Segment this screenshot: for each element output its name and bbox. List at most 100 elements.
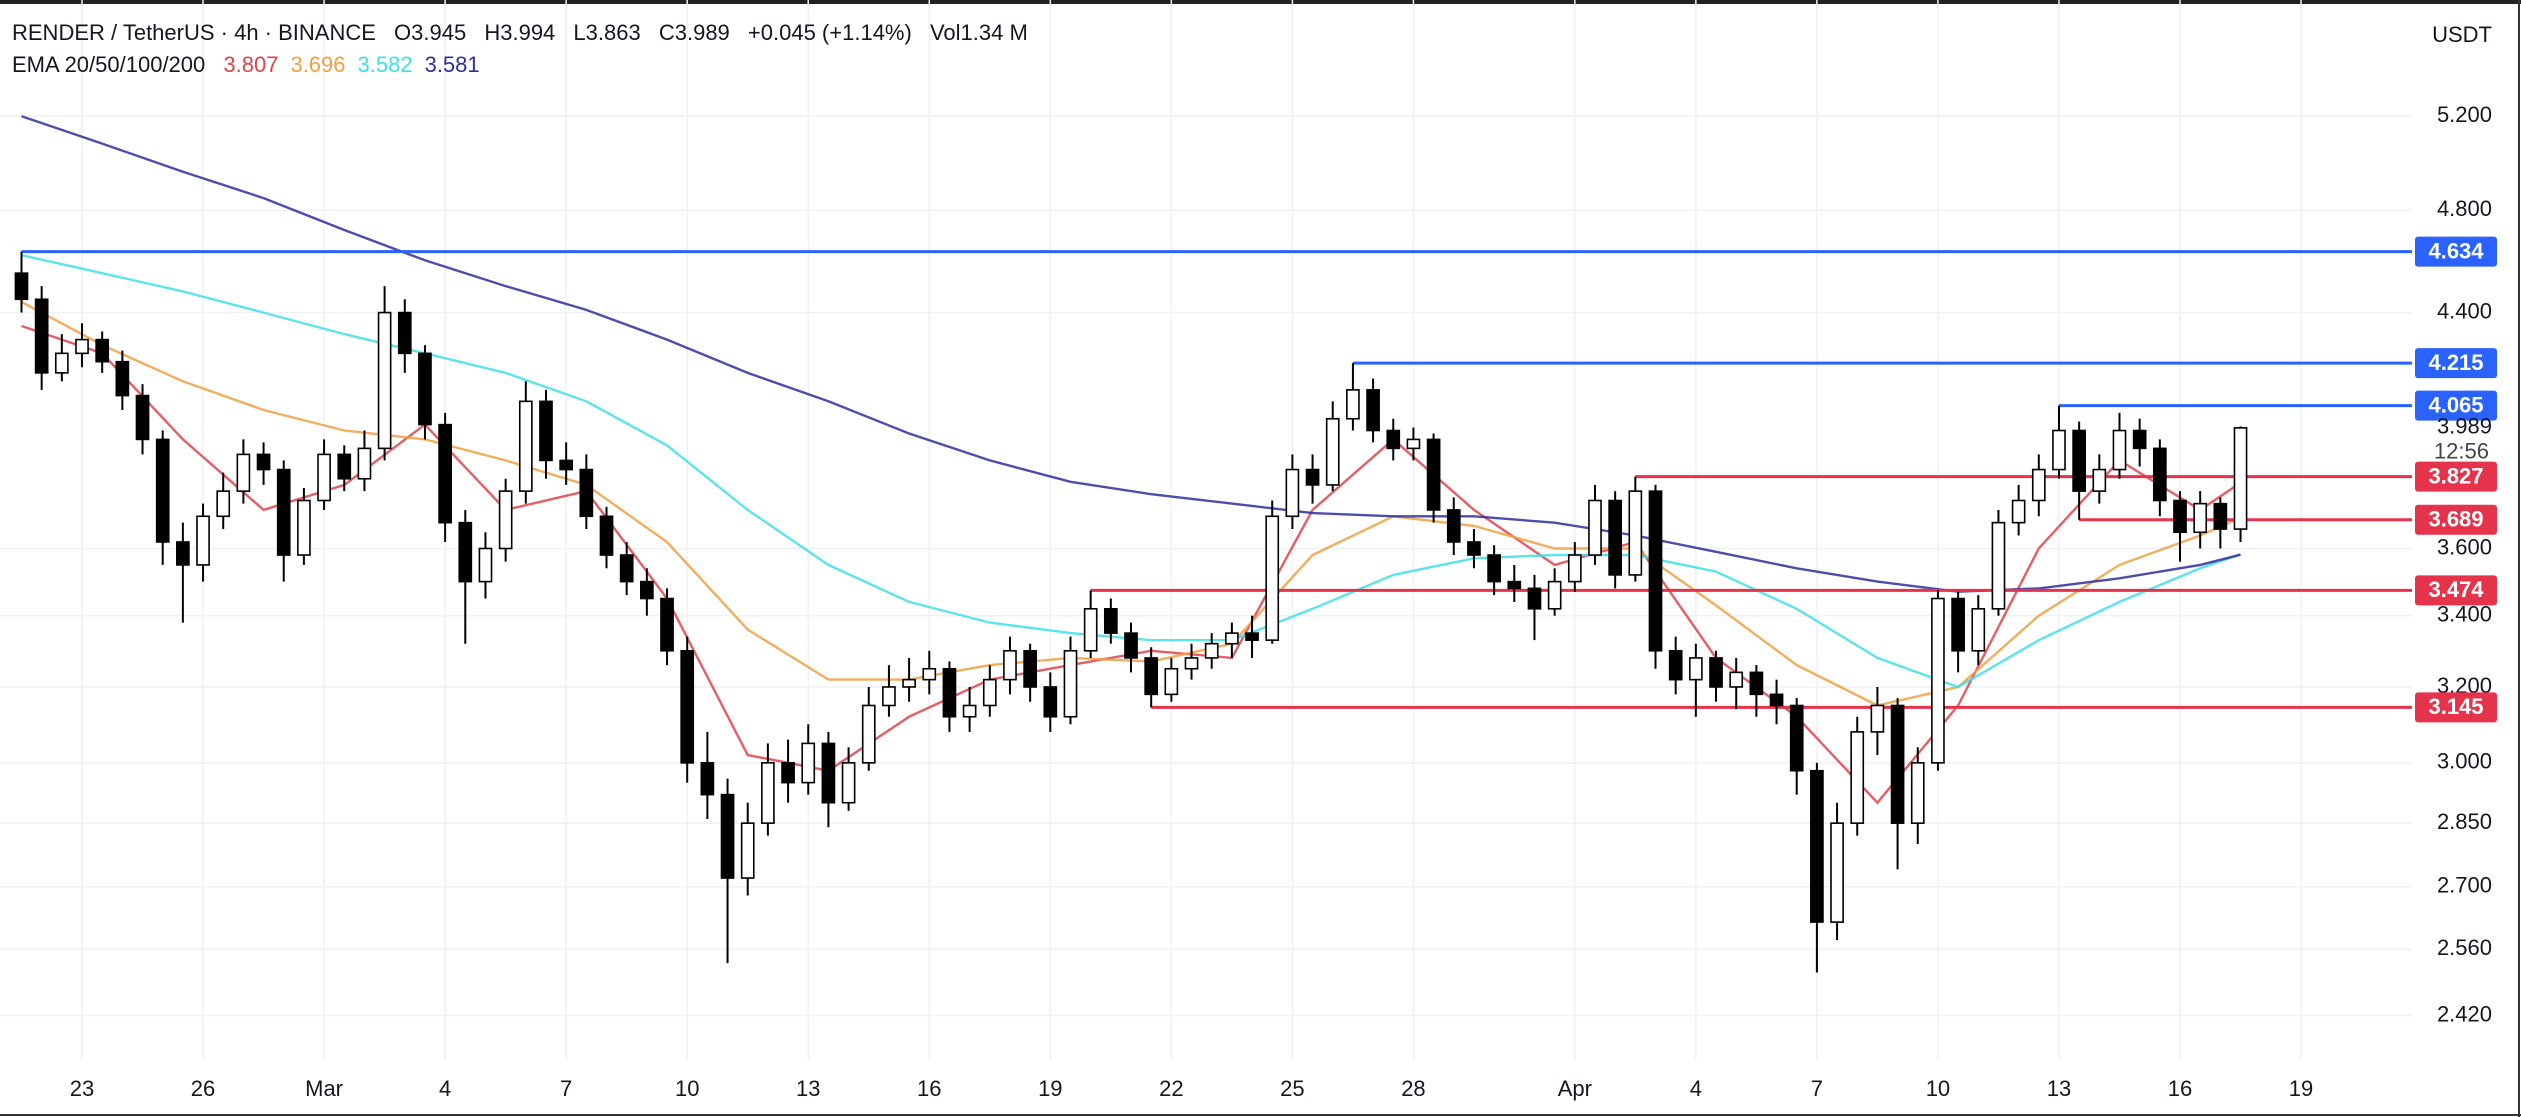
candle-body	[2152, 447, 2167, 502]
candle-body	[559, 459, 574, 471]
candle-body	[680, 649, 695, 764]
ema-legend-value: 3.696	[290, 52, 346, 77]
x-tick-label: 26	[191, 1076, 215, 1101]
x-tick-label: 16	[917, 1076, 941, 1101]
candle-body	[54, 352, 69, 374]
candle-body	[75, 338, 89, 355]
level-label: 3.689	[2428, 507, 2483, 532]
candle-body	[2233, 427, 2248, 530]
header: RENDER / TetherUS · 4h · BINANCE O3.945 …	[12, 20, 1040, 46]
candle-body	[1225, 632, 1239, 645]
y-tick-label: 5.200	[2437, 102, 2492, 127]
candle-body	[2092, 468, 2107, 492]
candle-body	[1870, 704, 1885, 733]
candle-body	[1729, 671, 1744, 688]
candle-body	[1527, 587, 1542, 610]
candle-body	[1971, 607, 1986, 652]
candle-body	[1507, 580, 1522, 590]
candle-body	[1003, 649, 1017, 681]
level-tag	[2415, 461, 2497, 492]
candle-body	[1910, 762, 1925, 824]
candle-body	[2193, 502, 2208, 534]
candle-body	[579, 468, 594, 518]
candle-body	[700, 762, 715, 796]
ema-legend-value: 3.582	[357, 52, 413, 77]
candle-body	[982, 678, 997, 707]
candle-body	[761, 762, 775, 824]
candle-body	[1386, 429, 1401, 450]
candle-body	[660, 597, 674, 652]
candle-body	[1789, 704, 1804, 772]
candle-body	[1366, 389, 1380, 432]
y-tick-label: 3.000	[2437, 749, 2492, 774]
last-price: 3.989	[2437, 414, 2492, 439]
y-tick-label: 4.400	[2437, 298, 2492, 323]
level-tag	[2415, 348, 2497, 379]
candle-body	[2011, 499, 2026, 524]
candle-body	[1951, 597, 1965, 652]
change: +0.045 (+1.14%)	[747, 20, 912, 45]
candle-body	[95, 338, 110, 363]
x-tick-label: 7	[560, 1076, 572, 1101]
level-label: 3.474	[2428, 577, 2484, 602]
candle-body	[176, 541, 190, 566]
candle-body	[115, 360, 130, 397]
candle-body	[781, 762, 795, 784]
candle-body	[2112, 429, 2127, 471]
candle-body	[438, 423, 452, 524]
candle-body	[882, 686, 896, 707]
quote-low: L3.863	[573, 20, 641, 45]
candle-body	[2052, 429, 2066, 471]
candle-body	[1830, 822, 1844, 923]
candle-body	[1446, 509, 1461, 543]
candle-body	[1406, 438, 1421, 450]
candle-body	[1749, 671, 1764, 696]
candle-body	[640, 580, 654, 600]
candle-body	[720, 793, 735, 879]
quote-close: C3.989	[658, 20, 730, 45]
candle-body	[135, 394, 150, 441]
y-tick-label: 2.700	[2437, 873, 2492, 898]
candle-body	[1709, 657, 1723, 688]
candle-body	[1043, 686, 1058, 718]
candle-body	[801, 742, 816, 784]
candle-body	[1547, 580, 1562, 610]
quote-open: O3.945	[394, 20, 467, 45]
x-tick-label: 19	[1038, 1076, 1062, 1101]
y-tick-label: 2.560	[2437, 935, 2492, 960]
ema-line	[21, 324, 2242, 805]
candle-body	[155, 438, 170, 543]
candle-body	[902, 678, 916, 688]
candle-body	[1850, 731, 1865, 824]
ema-line	[21, 254, 2241, 689]
level-label: 4.065	[2428, 392, 2483, 417]
y-tick-label: 3.400	[2437, 602, 2492, 627]
level-tag	[2415, 692, 2497, 723]
candle-body	[1689, 657, 1703, 681]
candle-body	[2072, 429, 2086, 492]
x-tick-label: 4	[1690, 1076, 1702, 1101]
candle-body	[14, 272, 29, 301]
candle-body	[1628, 490, 1643, 576]
candle-body	[377, 311, 392, 450]
candle-body	[498, 490, 513, 550]
candle-body	[1769, 693, 1784, 707]
candle-body	[518, 400, 533, 492]
candle-body	[458, 521, 473, 583]
candle-body	[1063, 649, 1078, 718]
level-label: 4.634	[2428, 238, 2484, 263]
x-tick-label: 22	[1159, 1076, 1183, 1101]
candle-body	[1325, 417, 1340, 486]
candle-body	[2213, 502, 2228, 530]
x-tick-label: 10	[1926, 1076, 1950, 1101]
candle-body	[1245, 632, 1259, 641]
candle-body	[418, 352, 432, 426]
candle-body	[1467, 541, 1481, 556]
volume: Vol1.34 M	[929, 20, 1028, 45]
top-bar	[0, 0, 2521, 4]
candle-body	[1487, 554, 1501, 583]
quote-high: H3.994	[484, 20, 556, 45]
y-tick-label: 4.800	[2437, 196, 2492, 221]
candle-body	[1810, 769, 1824, 923]
